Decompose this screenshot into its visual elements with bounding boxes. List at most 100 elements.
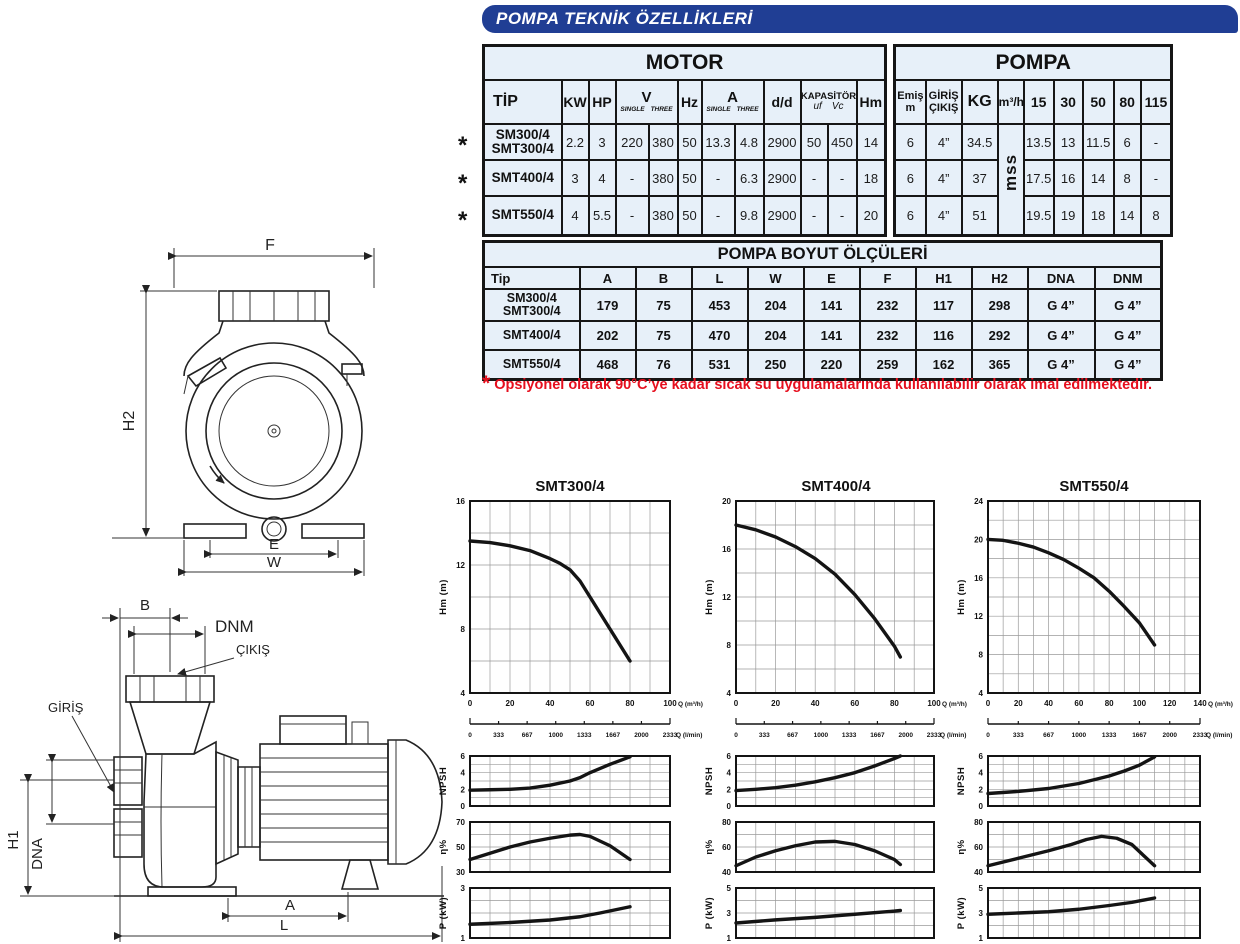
motor-header: MOTOR [482,44,887,81]
svg-text:20: 20 [722,497,731,506]
col-giris-cikis: GİRİŞ ÇIKIŞ [924,79,963,125]
uf-label: uf [813,100,822,112]
cell: 20 [855,195,887,236]
svg-text:12: 12 [722,593,731,602]
cell: 162 [914,349,973,380]
svg-text:η%: η% [704,839,715,854]
cell: 6 [893,159,927,197]
cell: 204 [746,288,805,322]
svg-text:40: 40 [811,699,820,708]
cell: 116 [914,320,973,351]
chart-panel-npsh: 0 2 4 6 NPSH [704,752,935,811]
dims-col-h1: H1 [914,266,973,290]
svg-text:η%: η% [956,839,967,854]
svg-text:NPSH: NPSH [704,767,715,795]
cell: G 4” [1093,320,1163,351]
col-m3h: m³/h [996,79,1025,125]
chart-title: SMT400/4 [801,478,871,495]
svg-text:100: 100 [1133,699,1147,708]
cell: - [1139,159,1173,197]
svg-text:80: 80 [890,699,899,708]
vc-label: Vc [831,100,844,112]
svg-text:3: 3 [727,909,732,918]
col-30: 30 [1052,79,1084,125]
svg-text:60: 60 [1074,699,1083,708]
svg-text:12: 12 [456,561,465,570]
dims-col-w: W [746,266,805,290]
svg-text:4: 4 [727,769,732,778]
svg-text:Q (l/min): Q (l/min) [676,732,702,739]
svg-text:4: 4 [979,689,984,698]
cell: 13.3 [700,123,736,161]
svg-text:333: 333 [759,732,770,739]
cell: 2.2 [560,123,590,161]
dim-label-dnm: DNM [215,617,254,636]
dimension-table-area: POMPA BOYUT ÖLÇÜLERİ Tip A B L W E F H1 … [482,240,1164,381]
svg-text:0: 0 [468,732,472,739]
cell: 259 [858,349,917,380]
dims-title: POMPA BOYUT ÖLÇÜLERİ [482,240,1163,268]
chart-title: SMT550/4 [1059,478,1129,495]
svg-text:2: 2 [461,785,466,794]
svg-text:2333: 2333 [663,732,678,739]
svg-text:1: 1 [727,934,732,943]
dim-label-h1: H1 [5,830,22,849]
cell: 8 [1139,195,1173,236]
cell: 4 [560,195,590,236]
cell: 202 [578,320,637,351]
svg-text:1000: 1000 [548,732,563,739]
cell: 6 [893,123,927,161]
chart-title: SMT300/4 [535,478,605,495]
chart-column-SMT550/4: SMT550/4 4 8 12 16 20 24 Hm (m) 0 20 40 60 80 100 120 1… [954,478,1240,944]
cell: 16 [1052,159,1084,197]
cell: G 4” [1026,349,1096,380]
v-three-label: THREE [650,105,673,113]
cell: 292 [970,320,1029,351]
cell: G 4” [1093,288,1163,322]
cell: 365 [970,349,1029,380]
svg-text:0: 0 [979,802,984,811]
svg-text:0: 0 [986,732,990,739]
chart-panel-eta: 40 60 80 η% [704,818,935,877]
model-name: SMT400/4 [482,320,581,351]
svg-text:333: 333 [493,732,504,739]
page-title: POMPA TEKNİK ÖZELLİKLERİ [496,9,753,28]
dim-label-l: L [280,917,288,934]
svg-text:8: 8 [727,641,732,650]
dims-col-e: E [802,266,861,290]
svg-text:2333: 2333 [1193,732,1208,739]
table-row: SM300/4 SMT300/4 179 75 453 204 141 232 1… [482,288,1163,322]
svg-text:4: 4 [979,769,984,778]
cell: 76 [634,349,693,380]
cell: 2900 [762,123,802,161]
model-name: SMT400/4 [482,159,563,197]
outlet-label: ÇIKIŞ [236,642,270,657]
svg-text:2000: 2000 [898,732,913,739]
dim-label-a: A [285,897,295,914]
svg-text:333: 333 [1013,732,1024,739]
svg-text:80: 80 [722,818,731,827]
v-label: V [641,89,652,107]
table-row: 6 4” 34.5 mss 13.5 13 11.5 6 - [893,123,1173,236]
note-asterisk: * [482,372,491,395]
cell: 380 [647,159,679,197]
cell: 4” [924,195,963,236]
a-three-label: THREE [736,105,759,113]
cell: 14 [855,123,887,161]
svg-text:24: 24 [974,497,983,506]
cell: - [700,159,736,197]
col-v: V SINGLE THREE [614,79,679,125]
cell: 470 [690,320,749,351]
dimension-table: POMPA BOYUT ÖLÇÜLERİ Tip A B L W E F H1 … [482,240,1164,381]
svg-text:2: 2 [727,785,732,794]
svg-text:8: 8 [461,625,466,634]
dims-col-tip: Tip [482,266,581,290]
cell: 204 [746,320,805,351]
cell: G 4” [1026,320,1096,351]
chart-column-SMT400/4: SMT400/4 4 8 12 16 20 Hm (m) 0 20 40 60 80 100 Q (m³/… [702,478,967,944]
svg-text:4: 4 [727,689,732,698]
cell: 6 [1112,123,1142,161]
